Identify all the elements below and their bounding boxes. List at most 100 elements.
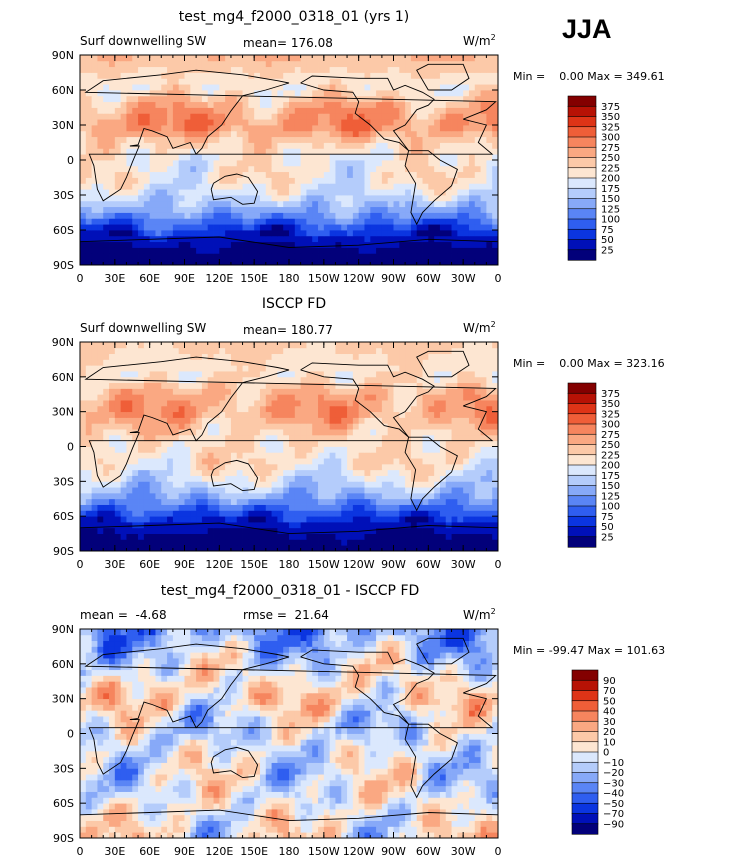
units-label: W/m2	[463, 33, 496, 48]
heatmap-cell	[474, 411, 481, 418]
heatmap-cell	[306, 371, 313, 378]
heatmap-cell	[399, 230, 406, 237]
heatmap-cell	[248, 119, 255, 126]
heatmap-cell	[178, 405, 185, 413]
heatmap-cell	[457, 417, 464, 424]
heatmap-cell	[422, 417, 429, 424]
heatmap-cell	[230, 446, 238, 453]
heatmap-cell	[184, 458, 191, 465]
heatmap-cell	[225, 417, 232, 424]
heatmap-cell	[277, 545, 284, 551]
heatmap-cell	[329, 130, 336, 138]
heatmap-cell	[236, 101, 243, 108]
heatmap-cell	[335, 463, 342, 471]
heatmap-cell	[347, 224, 354, 231]
heatmap-cell	[463, 521, 470, 529]
heatmap-cell	[184, 504, 191, 511]
heatmap-cell	[283, 481, 290, 488]
heatmap-cell	[172, 394, 180, 401]
heatmap-cell	[213, 218, 220, 225]
heatmap-cell	[416, 90, 423, 97]
heatmap-cell	[132, 160, 139, 167]
heatmap-cell	[468, 440, 476, 447]
heatmap-cell	[91, 90, 98, 97]
heatmap-cell	[300, 458, 307, 465]
heatmap-cell	[492, 463, 498, 471]
heatmap-cell	[329, 113, 336, 120]
heatmap-cell	[294, 78, 302, 85]
heatmap-cell	[155, 160, 162, 167]
heatmap-cell	[428, 224, 435, 231]
heatmap-cell	[207, 440, 214, 447]
heatmap-cell	[451, 160, 458, 167]
heatmap-cell	[213, 411, 220, 418]
heatmap-cell	[259, 411, 267, 418]
heatmap-cell	[265, 504, 272, 511]
heatmap-cell	[451, 84, 458, 91]
heatmap-cell	[138, 160, 145, 167]
heatmap-cell	[85, 498, 93, 505]
heatmap-cell	[201, 241, 209, 248]
heatmap-cell	[358, 388, 365, 395]
heatmap-cell	[109, 452, 116, 459]
heatmap-cell	[422, 136, 429, 143]
heatmap-cell	[248, 130, 255, 138]
heatmap-cell	[341, 247, 348, 254]
heatmap-cell	[138, 259, 145, 265]
heatmap-cell	[225, 107, 232, 114]
heatmap-cell	[457, 405, 464, 413]
heatmap-cell	[451, 136, 458, 143]
heatmap-cell	[109, 241, 116, 248]
heatmap-cell	[254, 247, 261, 254]
heatmap-cell	[80, 119, 87, 126]
heatmap-cell	[155, 382, 162, 389]
heatmap-cell	[410, 521, 418, 529]
heatmap-cell	[434, 136, 441, 143]
heatmap-cell	[422, 504, 429, 511]
heatmap-cell	[167, 411, 174, 418]
heatmap-cell	[335, 212, 342, 219]
heatmap-cell	[149, 125, 156, 132]
heatmap-cell	[248, 452, 255, 459]
heatmap-cell	[283, 72, 290, 79]
heatmap-cell	[109, 235, 116, 243]
heatmap-cell	[387, 189, 394, 196]
heatmap-cell	[289, 235, 296, 243]
heatmap-cell	[300, 119, 307, 126]
heatmap-cell	[248, 218, 255, 225]
heatmap-cell	[190, 241, 197, 248]
heatmap-cell	[323, 224, 331, 231]
heatmap-cell	[480, 171, 487, 178]
heatmap-cell	[138, 504, 145, 511]
heatmap-cell	[161, 165, 168, 173]
heatmap-cell	[289, 498, 296, 505]
heatmap-cell	[167, 371, 174, 378]
heatmap-cell	[387, 434, 394, 442]
heatmap-cell	[80, 400, 87, 407]
heatmap-cell	[364, 183, 371, 190]
heatmap-cell	[172, 230, 180, 237]
heatmap-cell	[289, 148, 296, 155]
heatmap-cell	[265, 107, 272, 114]
heatmap-cell	[196, 107, 203, 114]
heatmap-cell	[370, 259, 377, 265]
heatmap-cell	[393, 230, 400, 237]
heatmap-cell	[254, 400, 261, 407]
heatmap-cell	[184, 125, 191, 132]
heatmap-cell	[161, 183, 168, 190]
heatmap-cell	[463, 154, 470, 161]
heatmap-cell	[277, 533, 284, 540]
heatmap-cell	[265, 148, 272, 155]
heatmap-cell	[474, 498, 481, 505]
heatmap-cell	[428, 195, 435, 202]
heatmap-cell	[155, 107, 162, 114]
heatmap-cell	[85, 107, 93, 114]
heatmap-cell	[439, 440, 447, 447]
heatmap-cell	[172, 60, 180, 68]
heatmap-cell	[85, 95, 93, 103]
heatmap-cell	[306, 521, 313, 529]
heatmap-cell	[277, 113, 284, 120]
heatmap-cell	[474, 230, 481, 237]
heatmap-cell	[178, 388, 185, 395]
heatmap-cell	[132, 521, 139, 529]
